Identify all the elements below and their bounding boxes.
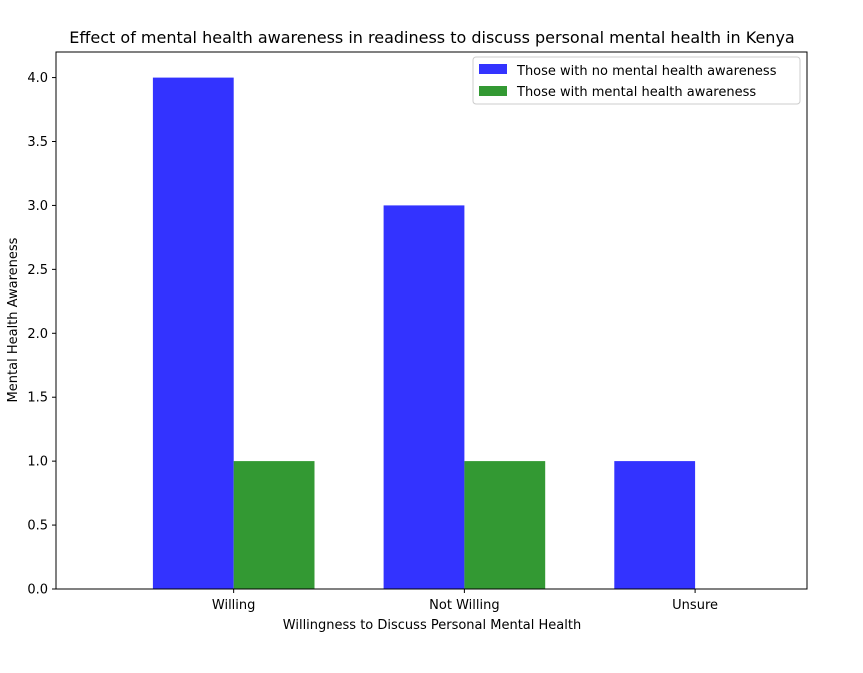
x-tick-label-unsure: Unsure — [672, 598, 718, 613]
bar-not-willing-series-1 — [464, 461, 546, 589]
y-tick-label: 1.0 — [27, 455, 48, 470]
bar-willing-series-1 — [233, 461, 315, 589]
y-tick-label: 2.0 — [27, 327, 48, 342]
y-tick-label: 3.0 — [27, 199, 48, 214]
legend: Those with no mental health awareness Th… — [472, 56, 801, 105]
legend-label-awareness: Those with mental health awareness — [516, 85, 756, 100]
bar-not-willing-series-0 — [383, 205, 465, 589]
legend-swatch-no-awareness — [479, 64, 507, 74]
legend-swatch-awareness — [479, 86, 507, 96]
y-tick-label: 0.5 — [27, 519, 48, 534]
y-tick-label: 4.0 — [27, 71, 48, 86]
bars-layer — [152, 77, 696, 589]
legend-frame — [472, 56, 801, 105]
plot-area-frame — [55, 51, 808, 590]
y-axis-label: Mental Health Awareness — [6, 237, 21, 402]
axis-ticks: 0.0 0.5 1.0 1.5 2.0 2.5 3.0 3.5 4.0 Willing Not Wi… — [27, 71, 718, 613]
y-tick-label: 1.5 — [27, 391, 48, 406]
x-tick-label-not-willing: Not Willing — [429, 598, 499, 613]
x-tick-label-willing: Willing — [212, 598, 256, 613]
y-tick-label: 3.5 — [27, 135, 48, 150]
x-axis-label: Willingness to Discuss Personal Mental H… — [283, 618, 581, 633]
y-tick-label: 2.5 — [27, 263, 48, 278]
chart-title: Effect of mental health awareness in rea… — [69, 28, 794, 47]
y-tick-label: 0.0 — [27, 583, 48, 598]
legend-label-no-awareness: Those with no mental health awareness — [516, 64, 777, 79]
bar-willing-series-0 — [152, 77, 234, 589]
bar-unsure-series-0 — [614, 461, 696, 589]
